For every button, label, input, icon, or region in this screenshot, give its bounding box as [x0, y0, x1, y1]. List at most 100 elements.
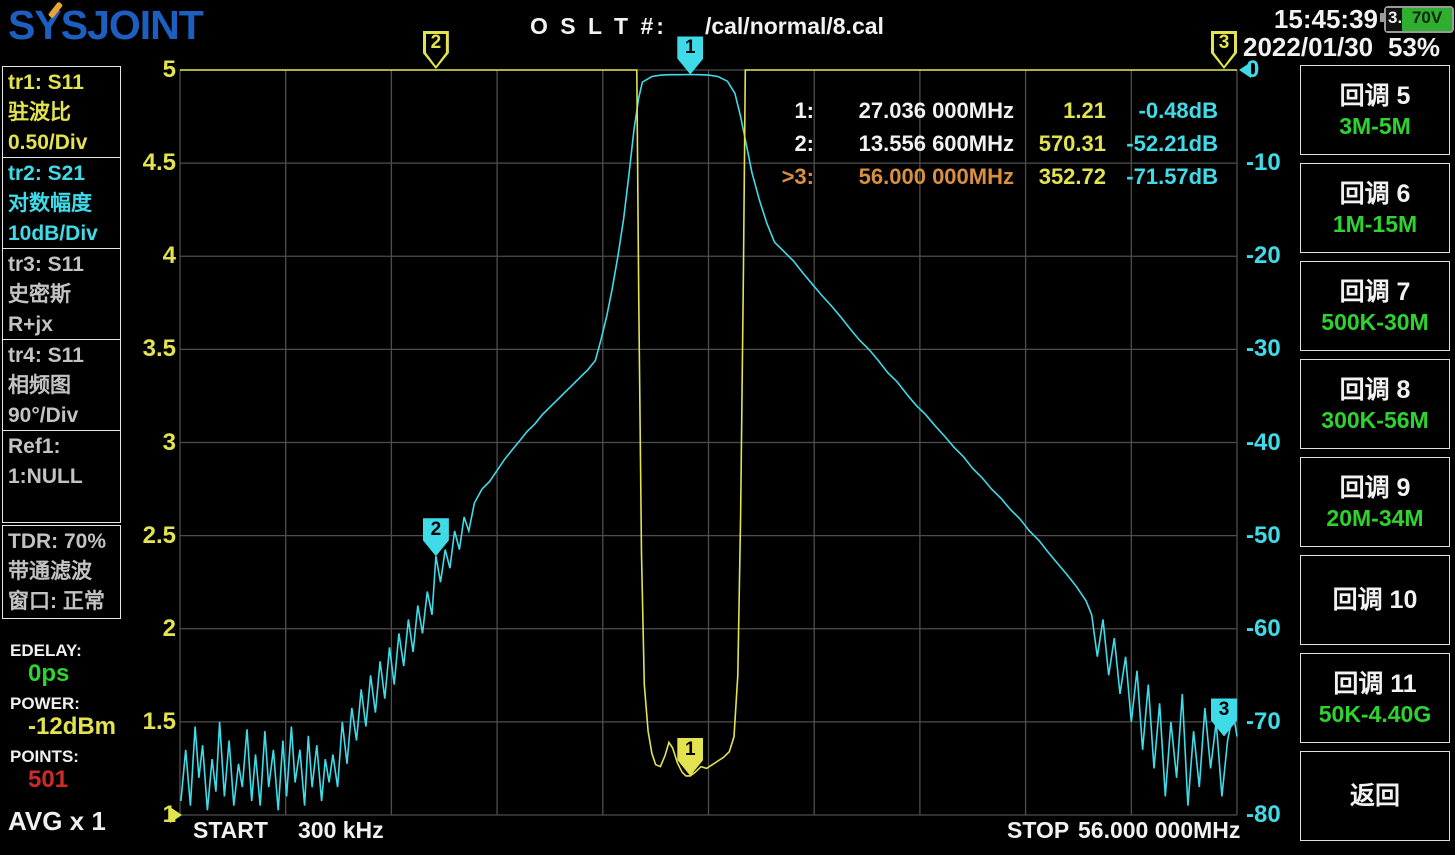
ref1-value: 1:NULL — [8, 465, 83, 488]
marker3-db: -71.57dB — [1126, 163, 1218, 189]
marker3-s21-flag-number: 3 — [1218, 699, 1230, 721]
tdr-box[interactable]: TDR: 70% 带通滤波 窗口: 正常 — [2, 525, 121, 619]
trace-plot — [179, 69, 1238, 816]
recall-5-range: 3M-5M — [1339, 113, 1411, 139]
power-label: POWER: — [10, 694, 80, 713]
marker2-swr-flag-shape-inner — [425, 34, 446, 66]
recall-5-title: 回调 5 — [1339, 82, 1411, 110]
trace4-title: tr4: S11 — [8, 344, 84, 367]
recall-10-button[interactable]: 回调 10 — [1300, 555, 1450, 645]
marker1-freq: 27.036 000MHz — [858, 97, 1014, 123]
trace3-config-box[interactable]: tr3: S11 史密斯 R+jx — [2, 248, 121, 340]
trace1-config-box[interactable]: tr1: S11 驻波比 0.50/Div — [2, 66, 121, 158]
left-axis-tick-4.5: 4.5 — [142, 149, 176, 177]
edelay-value: 0ps — [28, 660, 70, 687]
marker1-swr-flag[interactable]: 1 — [677, 737, 704, 776]
left-axis-tick-1: 1 — [162, 801, 176, 828]
recall-10-title: 回调 10 — [1332, 586, 1418, 614]
trace-s21 — [180, 73, 1238, 811]
trace1-format: 驻波比 — [8, 101, 71, 124]
recall-7-title: 回调 7 — [1339, 278, 1411, 306]
trace3-scale: R+jx — [8, 313, 53, 336]
recall-8-button[interactable]: 回调 8 300K-56M — [1300, 359, 1450, 449]
trace2-config-box[interactable]: tr2: S21 对数幅度 10dB/Div — [2, 157, 121, 249]
trace2-scale: 10dB/Div — [8, 222, 98, 245]
recall-6-button[interactable]: 回调 6 1M-15M — [1300, 163, 1450, 253]
left-axis-tick-5: 5 — [162, 56, 176, 83]
battery-percent: 53% — [1388, 32, 1441, 62]
marker3-label: >3: — [781, 163, 814, 189]
trace1-scale: 0.50/Div — [8, 131, 88, 154]
marker2-swr-flag-number: 2 — [430, 32, 442, 53]
left-axis-tick-4: 4 — [162, 242, 176, 270]
right-axis-tick-0: 0 — [1246, 56, 1260, 83]
avg-indicator: AVG x 1 — [8, 806, 106, 836]
right-axis-tick--80: -80 — [1246, 801, 1281, 828]
right-axis-tick--40: -40 — [1246, 428, 1281, 456]
trace4-scale: 90°/Div — [8, 404, 79, 427]
cal-path: /cal/normal/8.cal — [704, 13, 884, 39]
marker3-swr-flag-shape-inner — [1214, 34, 1234, 66]
left-axis-tick-2.5: 2.5 — [142, 521, 176, 549]
recall-9-title: 回调 9 — [1339, 474, 1411, 502]
trace4-config-box[interactable]: tr4: S11 相频图 90°/Div — [2, 339, 121, 431]
right-axis-tick--10: -10 — [1246, 149, 1281, 177]
clock-time: 15:45:39 — [1273, 4, 1378, 34]
recall-11-title: 回调 11 — [1333, 670, 1417, 698]
stop-freq: 56.000 000MHz — [1078, 817, 1241, 843]
cal-status: O S L T #: /cal/normal/8.cal — [530, 13, 884, 40]
battery-icon: 3. 70V — [1380, 6, 1454, 33]
trace2-format: 对数幅度 — [8, 192, 92, 215]
ref1-box[interactable]: Ref1: 1:NULL — [2, 430, 121, 523]
recall-6-range: 1M-15M — [1332, 211, 1418, 237]
right-axis-tick--20: -20 — [1246, 242, 1281, 270]
right-axis-tick--70: -70 — [1246, 707, 1281, 735]
marker2-label: 2: — [794, 130, 814, 156]
points-value: 501 — [28, 766, 69, 793]
power-value: -12dBm — [28, 713, 117, 740]
back-button[interactable]: 返回 — [1300, 751, 1450, 841]
marker1-s21-flag[interactable]: 1 — [677, 36, 704, 75]
marker2-swr: 570.31 — [1038, 130, 1106, 156]
recall-8-title: 回调 8 — [1339, 376, 1411, 404]
right-axis-tick--50: -50 — [1246, 521, 1281, 549]
trace4-format: 相频图 — [8, 374, 71, 397]
tdr-title: TDR: 70% — [8, 530, 107, 553]
right-axis-tick--30: -30 — [1246, 335, 1281, 363]
ref1-title: Ref1: — [8, 435, 61, 458]
recall-7-range: 500K-30M — [1321, 309, 1429, 335]
recall-11-range: 50K-4.40G — [1318, 701, 1432, 727]
left-axis-tick-2: 2 — [162, 614, 176, 642]
marker1-s21-flag-number: 1 — [685, 37, 696, 59]
recall-8-range: 300K-56M — [1321, 407, 1429, 433]
marker2-s21-flag-number: 2 — [430, 519, 442, 541]
marker2-swr-flag[interactable]: 2 — [422, 31, 449, 69]
start-label: START — [193, 817, 268, 843]
stop-label: STOP — [1007, 817, 1070, 843]
clock-date: 2022/01/30 — [1243, 32, 1374, 62]
recall-11-button[interactable]: 回调 11 50K-4.40G — [1300, 653, 1450, 743]
marker1-readout-row: 1: 27.036 000MHz 1.21 -0.48dB — [752, 94, 1218, 127]
battery-voltage-frac: 70V — [1402, 8, 1452, 31]
marker3-swr: 352.72 — [1038, 163, 1106, 189]
marker2-s21-flag[interactable]: 2 — [422, 518, 449, 557]
marker1-swr: 1.21 — [1063, 97, 1106, 123]
recall-9-button[interactable]: 回调 9 20M-34M — [1300, 457, 1450, 547]
recall-5-button[interactable]: 回调 5 3M-5M — [1300, 65, 1450, 155]
marker3-readout-row: >3: 56.000 000MHz 352.72 -71.57dB — [752, 160, 1218, 193]
points-label: POINTS: — [10, 747, 79, 766]
trace3-title: tr3: S11 — [8, 253, 84, 276]
trace1-title: tr1: S11 — [8, 71, 84, 94]
battery-voltage-int: 3. — [1386, 8, 1403, 31]
marker3-freq: 56.000 000MHz — [858, 163, 1014, 189]
marker3-swr-flag[interactable]: 3 — [1211, 31, 1237, 69]
battery-nub-icon — [1380, 13, 1385, 22]
marker2-freq: 13.556 600MHz — [858, 130, 1014, 156]
marker3-s21-flag[interactable]: 3 — [1211, 698, 1237, 737]
cal-label: O S L T #: — [530, 13, 667, 39]
recall-7-button[interactable]: 回调 7 500K-30M — [1300, 261, 1450, 351]
trace2-title: tr2: S21 — [8, 162, 86, 185]
chart-area[interactable]: 1: 27.036 000MHz 1.21 -0.48dB 2: 13.556 … — [179, 31, 1238, 816]
trace-swr — [180, 69, 1237, 777]
